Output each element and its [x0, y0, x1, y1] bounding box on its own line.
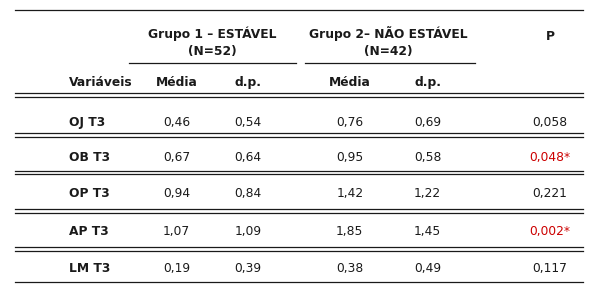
Text: LM T3: LM T3: [69, 262, 110, 275]
Text: 0,94: 0,94: [163, 187, 190, 200]
Text: OP T3: OP T3: [69, 187, 109, 200]
Text: 0,58: 0,58: [414, 151, 441, 164]
Text: 1,45: 1,45: [414, 225, 441, 238]
Text: 0,048*: 0,048*: [530, 151, 570, 164]
Text: P: P: [545, 30, 555, 43]
Text: d.p.: d.p.: [414, 76, 441, 89]
Text: 0,76: 0,76: [336, 116, 364, 129]
Text: Média: Média: [155, 76, 197, 89]
Text: 1,42: 1,42: [336, 187, 364, 200]
Text: 0,49: 0,49: [414, 262, 441, 275]
Text: 1,07: 1,07: [163, 225, 190, 238]
Text: 0,84: 0,84: [234, 187, 262, 200]
Text: OJ T3: OJ T3: [69, 116, 105, 129]
Text: 0,95: 0,95: [336, 151, 364, 164]
Text: 0,117: 0,117: [533, 262, 568, 275]
Text: Grupo 2– NÃO ESTÁVEL: Grupo 2– NÃO ESTÁVEL: [309, 27, 468, 41]
Text: 0,19: 0,19: [163, 262, 190, 275]
Text: d.p.: d.p.: [234, 76, 262, 89]
Text: AP T3: AP T3: [69, 225, 108, 238]
Text: 0,002*: 0,002*: [530, 225, 570, 238]
Text: 0,67: 0,67: [163, 151, 190, 164]
Text: 0,46: 0,46: [163, 116, 190, 129]
Text: Média: Média: [329, 76, 371, 89]
Text: OB T3: OB T3: [69, 151, 110, 164]
Text: (N=52): (N=52): [188, 45, 237, 58]
Text: 0,64: 0,64: [234, 151, 262, 164]
Text: 1,85: 1,85: [336, 225, 364, 238]
Text: 0,69: 0,69: [414, 116, 441, 129]
Text: 0,54: 0,54: [234, 116, 262, 129]
Text: 0,058: 0,058: [533, 116, 568, 129]
Text: 0,39: 0,39: [234, 262, 262, 275]
Text: (N=42): (N=42): [364, 45, 413, 58]
Text: Variáveis: Variáveis: [69, 76, 132, 89]
Text: 0,221: 0,221: [533, 187, 568, 200]
Text: 1,22: 1,22: [414, 187, 441, 200]
Text: 1,09: 1,09: [234, 225, 262, 238]
Text: Grupo 1 – ESTÁVEL: Grupo 1 – ESTÁVEL: [148, 27, 276, 41]
Text: 0,38: 0,38: [336, 262, 364, 275]
